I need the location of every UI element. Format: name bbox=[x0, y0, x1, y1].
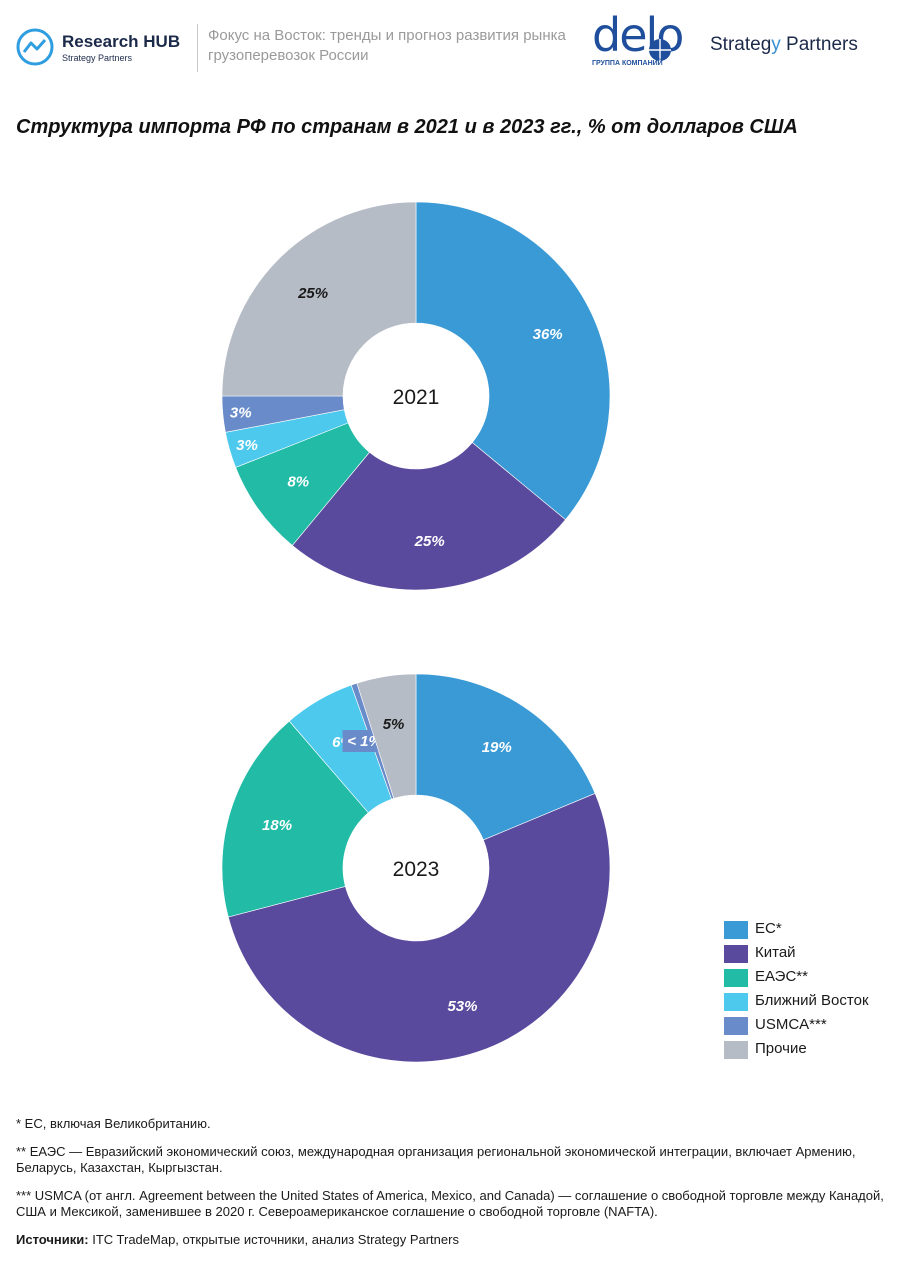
legend-label: Китай bbox=[755, 944, 796, 961]
legend-item: Ближний Восток bbox=[724, 990, 904, 1014]
legend-label: ЕАЭС** bbox=[755, 968, 808, 985]
center-year-label: 2023 bbox=[393, 858, 440, 881]
legend-swatch bbox=[724, 921, 748, 939]
slice-other bbox=[221, 201, 417, 397]
donut-chart-2023: 19%53%18%6%< 1%5%2023 bbox=[221, 673, 611, 1063]
legend-item: Прочие bbox=[724, 1038, 904, 1062]
delo-logo: delo ГРУППА КОМПАНИЙ bbox=[588, 8, 684, 74]
legend-swatch bbox=[724, 969, 748, 987]
label-china-2023: 53% bbox=[447, 998, 477, 1015]
center-year-label: 2021 bbox=[393, 386, 440, 409]
legend-label: ЕС* bbox=[755, 920, 782, 937]
footnote-usmca: *** USMCA (от англ. Agreement between th… bbox=[16, 1188, 884, 1219]
legend-item: ЕС* bbox=[724, 918, 904, 942]
chart-title: Структура импорта РФ по странам в 2021 и… bbox=[16, 116, 798, 138]
sources-text: ITC TradeMap, открытые источники, анализ… bbox=[88, 1232, 459, 1247]
report-title: Фокус на Восток: тренды и прогноз развит… bbox=[208, 27, 566, 64]
footnotes: * ЕС, включая Великобританию. ** ЕАЭС — … bbox=[16, 1116, 896, 1248]
legend: ЕС* Китай ЕАЭС** Ближний Восток USMCA*** Проч… bbox=[724, 918, 904, 1062]
legend-item: Китай bbox=[724, 942, 904, 966]
legend-label: Ближний Восток bbox=[755, 992, 869, 1009]
slice-china bbox=[227, 793, 611, 1063]
label-eaeu-2023: 18% bbox=[262, 817, 292, 834]
label-usmca-2023: < 1% bbox=[347, 733, 382, 750]
sources-label: Источники: bbox=[16, 1232, 89, 1247]
footnote-eaeu: ** ЕАЭС — Евразийский экономический союз… bbox=[16, 1144, 856, 1175]
legend-swatch bbox=[724, 993, 748, 1011]
label-other-2021: 25% bbox=[297, 285, 328, 302]
delo-sub: ГРУППА КОМПАНИЙ bbox=[592, 60, 663, 67]
globe-icon bbox=[649, 39, 671, 61]
legend-item: ЕАЭС** bbox=[724, 966, 904, 990]
legend-label: USMCA*** bbox=[755, 1016, 827, 1033]
legend-swatch bbox=[724, 945, 748, 963]
label-eaeu-2021: 8% bbox=[287, 474, 309, 491]
slice-eu bbox=[415, 201, 611, 521]
brand-name: Research HUB bbox=[62, 32, 181, 51]
page-header: Research HUB Strategy Partners Фокус на … bbox=[0, 0, 912, 90]
research-hub-logo: Research HUB Strategy Partners bbox=[16, 28, 206, 68]
label-usmca-2021: 3% bbox=[230, 405, 252, 422]
sp-logo-part-a: Strateg bbox=[710, 34, 772, 55]
research-hub-icon bbox=[16, 28, 54, 66]
label-china-2021: 25% bbox=[414, 533, 445, 550]
label-eu-2021: 36% bbox=[533, 326, 563, 343]
legend-swatch bbox=[724, 1017, 748, 1035]
slice-other bbox=[356, 673, 417, 799]
slice-china bbox=[291, 442, 566, 591]
brand-sub: Strategy Partners bbox=[62, 53, 133, 63]
sp-logo-part-b: Partners bbox=[780, 34, 858, 55]
legend-swatch bbox=[724, 1041, 748, 1059]
label-middle-east-2021: 3% bbox=[236, 437, 258, 454]
header-divider bbox=[197, 24, 198, 72]
footnote-eu: * ЕС, включая Великобританию. bbox=[16, 1116, 211, 1131]
sources-line: Источники: ITC TradeMap, открытые источн… bbox=[16, 1232, 896, 1248]
legend-label: Прочие bbox=[755, 1040, 807, 1057]
slice-eaeu bbox=[221, 720, 369, 918]
sp-logo-part-y: y bbox=[771, 34, 781, 55]
slice-eu bbox=[415, 673, 596, 841]
legend-item: USMCA*** bbox=[724, 1014, 904, 1038]
strategy-partners-logo: Strategy Partners bbox=[710, 34, 858, 56]
label-other-2023: 5% bbox=[383, 716, 405, 733]
label-eu-2023: 19% bbox=[482, 739, 512, 756]
donut-chart-2021: 36% 25% 8% 3% 3% 25% 2021 bbox=[221, 201, 611, 591]
